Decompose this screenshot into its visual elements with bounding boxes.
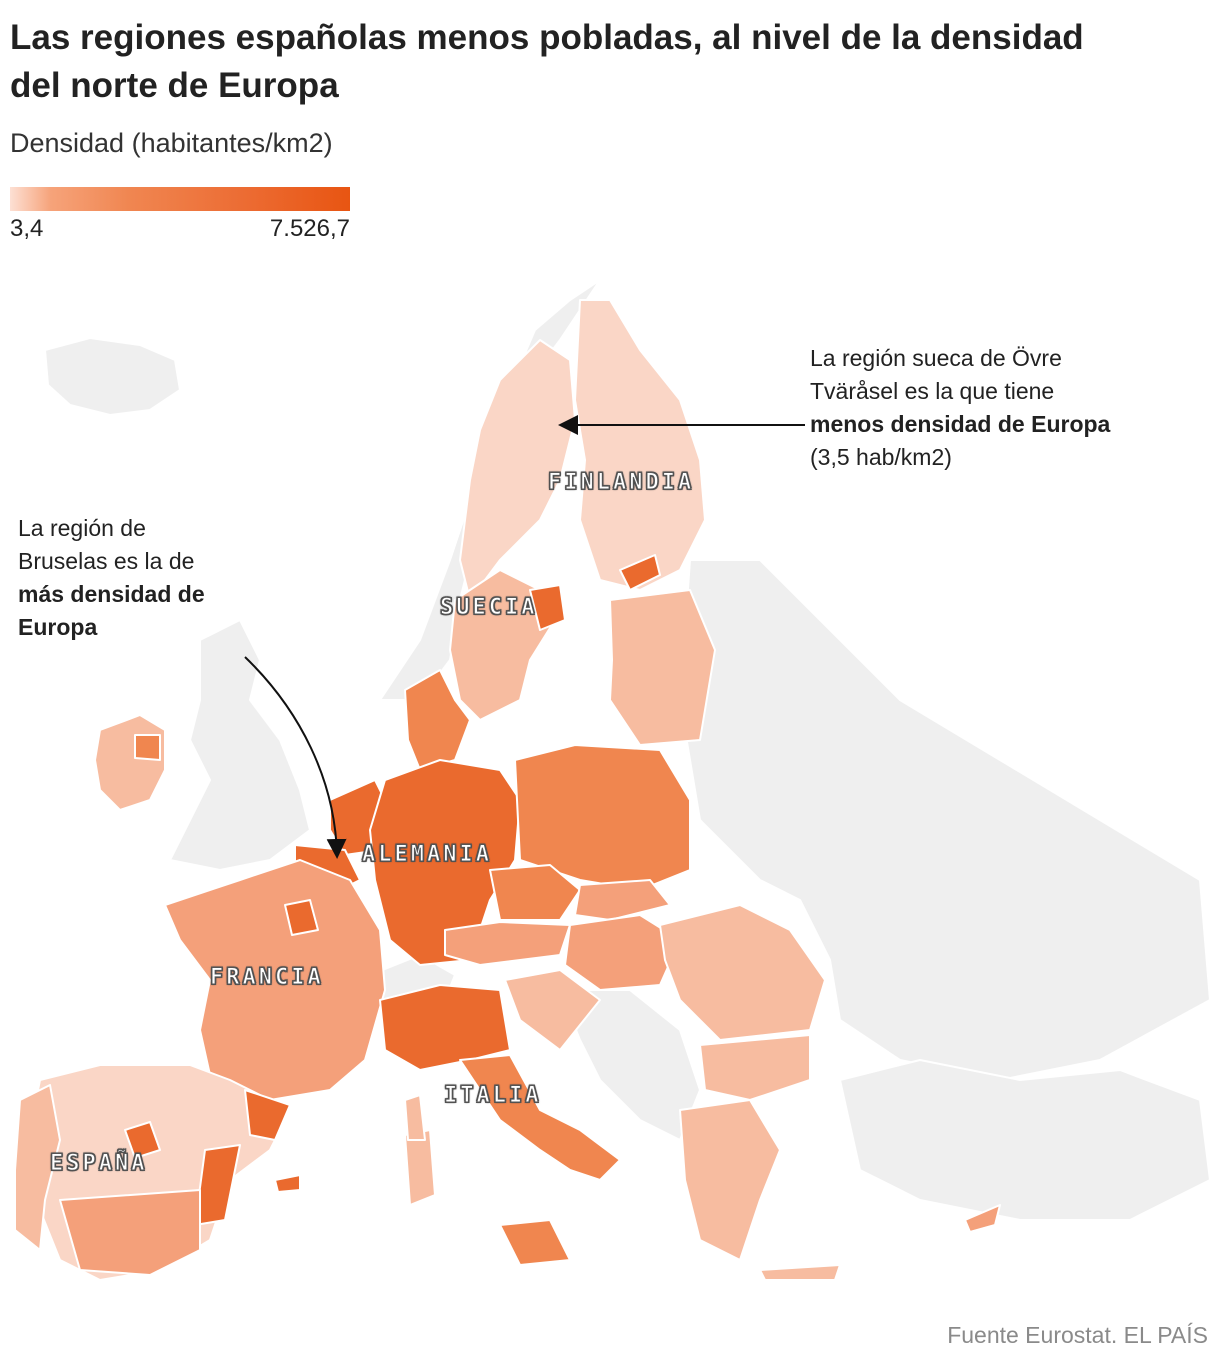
dublin-region <box>134 734 161 761</box>
cyprus-island <box>964 1204 1001 1233</box>
brussels-annotation-bold2: Europa <box>18 614 98 640</box>
italy-north-region <box>379 984 511 1071</box>
sweden-annotation-line3: (3,5 hab/km2) <box>810 444 952 470</box>
slovenia-croatia-region <box>504 969 601 1051</box>
legend-gradient-bar <box>10 187 350 211</box>
crete-island <box>759 1264 841 1281</box>
sweden-annotation-line1: La región sueca de Övre <box>810 345 1062 371</box>
denmark-region <box>404 669 471 771</box>
legend-min-label: 3,4 <box>10 215 44 242</box>
uk-region <box>169 619 311 871</box>
sweden-annotation-line2: Tväråsel es la que tiene <box>810 378 1055 404</box>
paris-region <box>284 899 319 936</box>
sweden-north-region <box>459 339 576 601</box>
baltics-region <box>609 589 716 746</box>
chart-title: Las regiones españolas menos pobladas, a… <box>10 18 1084 105</box>
brussels-annotation-bold1: más densidad de <box>18 581 205 607</box>
madrid-region <box>124 1121 161 1159</box>
legend-max-label: 7.526,7 <box>269 215 350 242</box>
catalonia-region <box>244 1089 291 1141</box>
czechia-region <box>489 864 581 921</box>
iceland-region <box>44 337 181 416</box>
label-francia: FRANCIA <box>210 965 324 991</box>
ireland-region <box>94 714 166 811</box>
brussels-annotation-line1: La región de <box>18 515 146 541</box>
label-finlandia: FINLANDIA <box>547 470 695 496</box>
helsinki-region <box>619 554 661 591</box>
slovakia-region <box>574 879 671 921</box>
brussels-annotation: La región de Bruselas es la de más densi… <box>18 512 278 644</box>
andalusia-region <box>59 1189 201 1276</box>
france-region <box>164 859 386 1101</box>
romania-region <box>659 904 826 1041</box>
austria-region <box>444 921 571 966</box>
corsica-island <box>404 1129 436 1206</box>
label-alemania: ALEMANIA <box>362 842 492 868</box>
label-suecia: SUECIA <box>439 595 538 621</box>
sweden-annotation: La región sueca de Övre Tväråsel es la q… <box>810 342 1190 474</box>
hungary-region <box>564 914 681 991</box>
bulgaria-region <box>699 1034 811 1101</box>
sardinia-island <box>404 1094 426 1141</box>
sweden-south-region <box>449 569 556 721</box>
label-espana: ESPAÑA <box>49 1151 148 1177</box>
density-legend: 3,4 7.526,7 <box>10 187 350 243</box>
label-italia: ITALIA <box>443 1083 542 1109</box>
sweden-annotation-bold: menos densidad de Europa <box>810 411 1111 437</box>
balkans-region <box>559 989 701 1141</box>
italy-south-region <box>459 1054 621 1181</box>
balearic-islands <box>274 1174 301 1193</box>
sicily-island <box>499 1219 571 1266</box>
chart-subtitle: Densidad (habitantes/km2) <box>10 128 333 158</box>
brussels-annotation-line2: Bruselas es la de <box>18 548 195 574</box>
brussels-annotation-arrow <box>244 656 347 859</box>
greece-region <box>679 1099 781 1261</box>
turkey-region <box>839 1059 1211 1221</box>
source-credit: Fuente Eurostat. EL PAÍS <box>947 1322 1208 1348</box>
portugal-region <box>14 1084 61 1251</box>
finland-region <box>574 299 706 591</box>
stockholm-region <box>529 584 566 631</box>
